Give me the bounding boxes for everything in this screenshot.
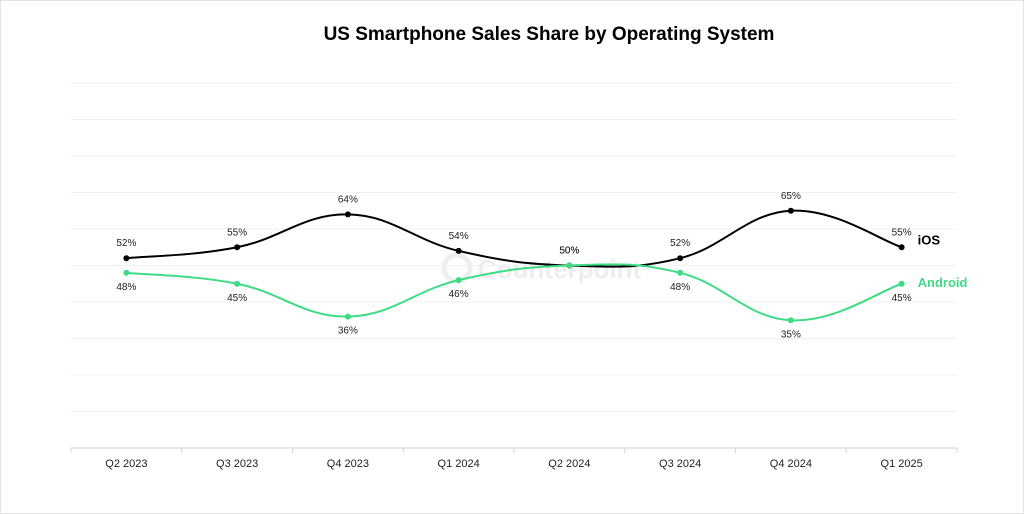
data-label: 50% [559,246,579,257]
data-point [234,244,241,251]
data-point [677,255,684,262]
watermark: Counterpoint [441,252,642,284]
x-tick-label: Q4 2024 [770,458,812,470]
counterpoint-logo-icon [441,252,473,284]
data-label: 36% [338,326,358,337]
x-tick-label: Q1 2025 [881,458,923,470]
data-point [898,280,905,287]
data-label: 46% [449,289,469,300]
data-label: 50% [559,246,579,257]
data-label: 55% [892,227,912,238]
data-point [344,313,351,320]
series-android: 48% 45% 36% 46% 50% 48% 35% 45% Android [116,246,967,341]
data-point [787,317,794,324]
x-tick-label: Q4 2023 [327,458,369,470]
data-label: 48% [116,282,136,293]
x-axis: Q2 2023 Q3 2023 Q4 2023 Q1 2024 Q2 2024 Q3 20… [70,447,958,470]
data-point [787,207,794,214]
series-label: Android [918,275,968,290]
chart-title: US Smartphone Sales Share by Operating S… [323,24,775,45]
x-tick-label: Q3 2024 [659,458,701,470]
x-tick-label: Q2 2023 [105,458,147,470]
data-point [455,277,462,284]
series-label: iOS [918,232,941,247]
data-point [123,269,130,276]
series-layer: 52% 55% 64% 54% 50% 52% 65% 55% iOS 48% 45% 36% 46% 5… [116,191,967,341]
data-label: 52% [670,238,690,249]
data-point [898,244,905,251]
data-label: 54% [449,231,469,242]
gridlines [71,82,957,412]
data-label: 52% [116,238,136,249]
data-label: 48% [670,282,690,293]
data-label: 35% [781,329,801,340]
data-label: 45% [892,293,912,304]
data-point [234,280,241,287]
data-point [344,211,351,218]
data-point [455,247,462,254]
data-label: 55% [227,227,247,238]
data-label: 64% [338,194,358,205]
data-point [123,255,130,262]
x-tick-label: Q3 2023 [216,458,258,470]
data-label: 45% [227,293,247,304]
data-point [677,269,684,276]
series-line [126,209,902,268]
x-tick-label: Q2 2024 [548,458,590,470]
series-line [126,263,902,322]
series-ios: 52% 55% 64% 54% 50% 52% 65% 55% iOS [116,191,940,269]
watermark-text: Counterpoint [478,254,642,284]
x-tick-label: Q1 2024 [438,458,480,470]
data-label: 65% [781,191,801,202]
data-point [566,262,573,269]
